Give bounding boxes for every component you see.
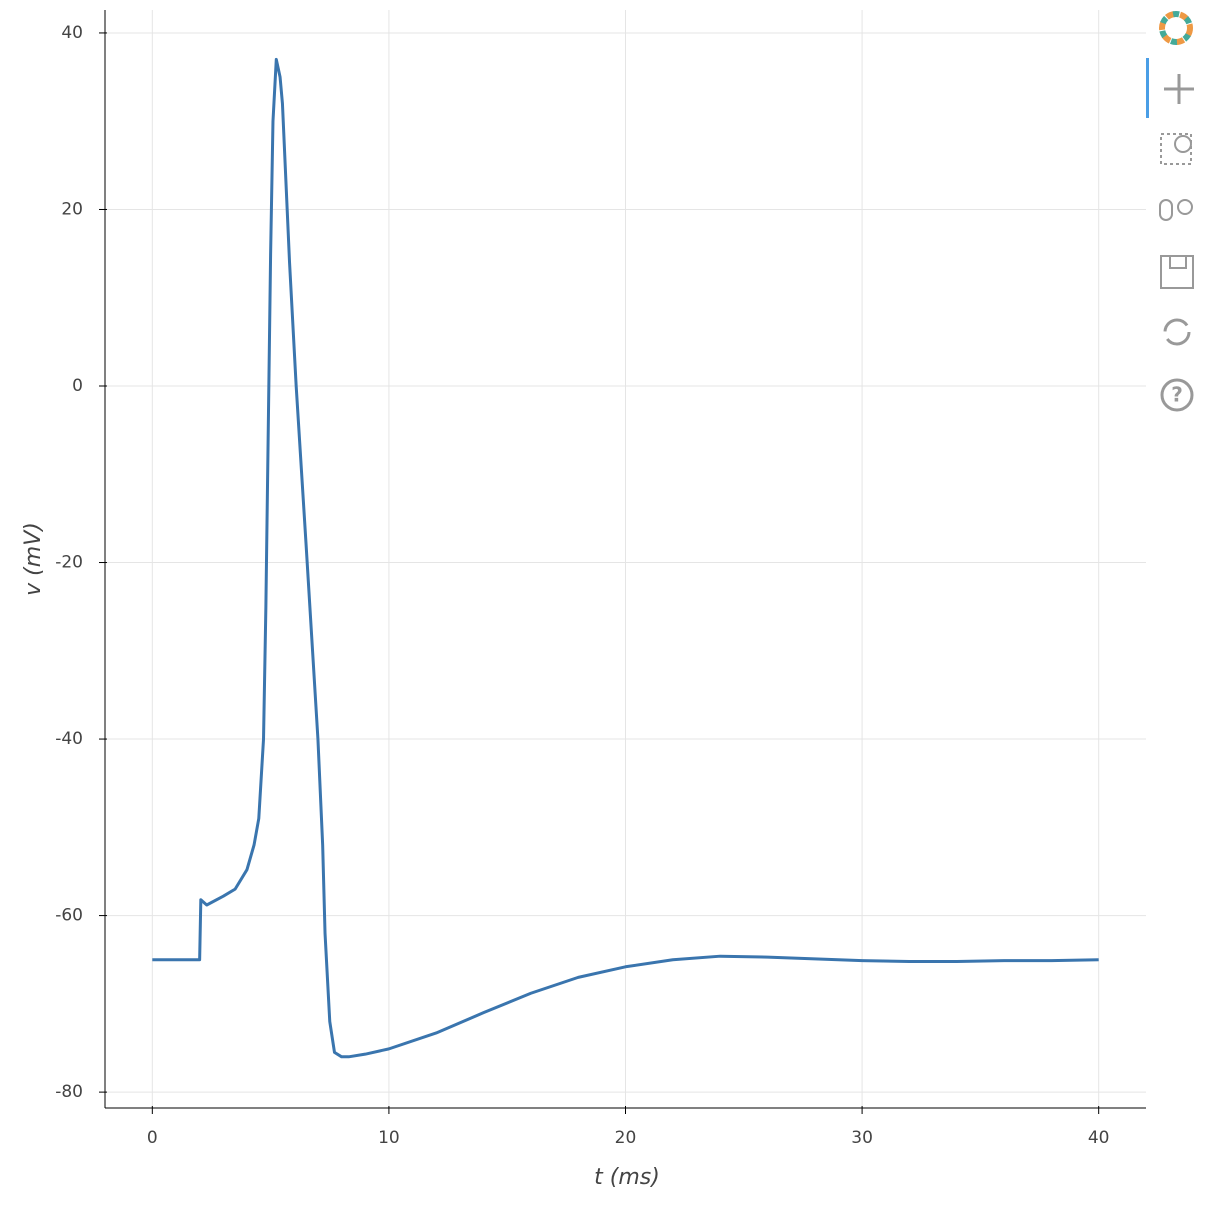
marks — [152, 57, 1099, 1059]
logo[interactable] — [1159, 11, 1193, 45]
x-axis-label: t (ms) — [594, 1165, 660, 1190]
x-tick-label: 0 — [147, 1128, 158, 1148]
reset-tool[interactable] — [1163, 318, 1191, 346]
y-tick-label: -40 — [55, 729, 83, 749]
y-tick-label: 20 — [61, 199, 83, 219]
y-tick-label: 40 — [61, 23, 83, 43]
y-tick-label: 0 — [72, 376, 83, 396]
active-indicator — [1146, 58, 1149, 118]
box-zoom-tool[interactable] — [1160, 133, 1192, 165]
x-tick-label: 20 — [615, 1128, 637, 1148]
x-tick-label: 30 — [851, 1128, 873, 1148]
x-tick-label: 10 — [378, 1128, 400, 1148]
save-tool[interactable] — [1160, 255, 1194, 289]
help-tool[interactable]: ? — [1160, 378, 1194, 412]
y-axis-label: v (mV) — [21, 522, 46, 596]
svg-text:?: ? — [1171, 383, 1183, 407]
x-tick-label: 40 — [1088, 1128, 1110, 1148]
pan-tool[interactable] — [1164, 74, 1194, 104]
y-tick-label: -60 — [55, 906, 83, 926]
y-tick-label: -20 — [55, 553, 83, 573]
grid — [105, 10, 1146, 1108]
line-series — [152, 57, 1099, 1059]
y-tick-label: -80 — [55, 1082, 83, 1102]
wheel-zoom-tool[interactable] — [1159, 199, 1193, 221]
toolbar: ? — [1146, 11, 1194, 412]
